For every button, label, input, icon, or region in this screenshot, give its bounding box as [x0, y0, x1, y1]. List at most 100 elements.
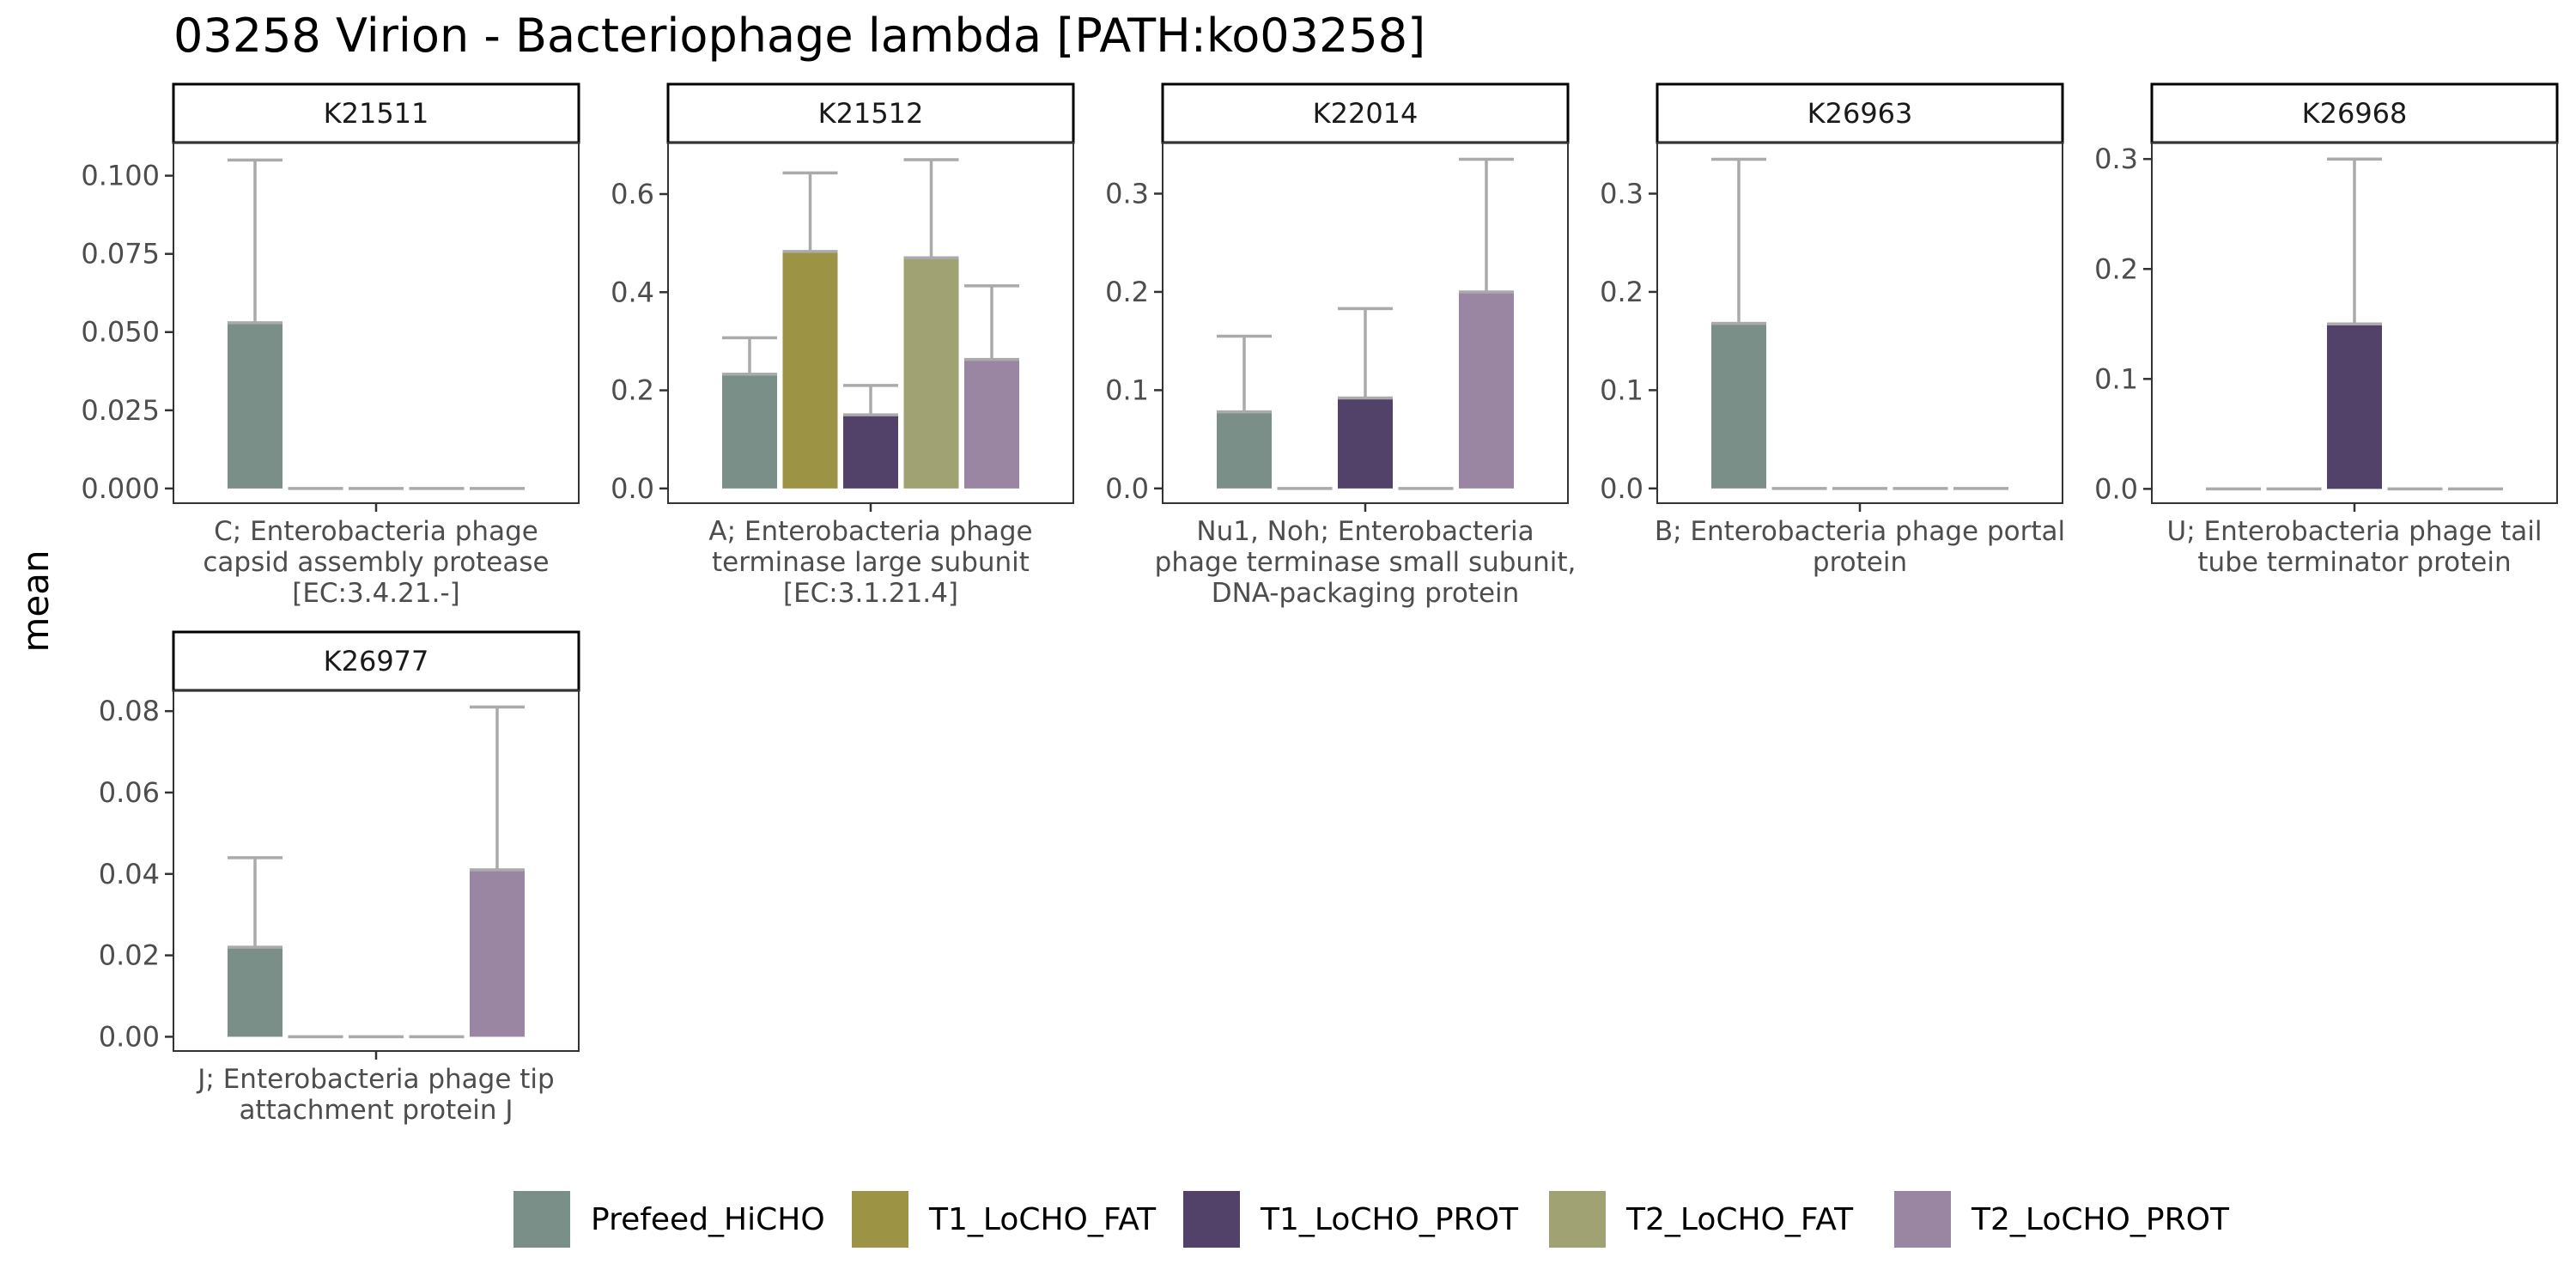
- x-category-label: C; Enterobacteria phage: [214, 516, 538, 547]
- bar-t2-locho-prot: [964, 359, 1019, 489]
- error-bar: [1217, 334, 1272, 414]
- facet-strip-label: K22014: [1313, 97, 1419, 130]
- x-category-label: attachment protein J: [239, 1095, 513, 1126]
- bar-t1-locho-fat: [782, 251, 838, 489]
- x-category-label: terminase large subunit: [712, 547, 1030, 578]
- facet-panel-k21511: K21511 0.000 0.025 0.050 0.075 0.100 C; Entero…: [81, 82, 580, 609]
- facet-panel-k26968: K26968 0.0 0.1 0.2 0.3 U; Enterobacteria phag…: [2094, 82, 2559, 578]
- bar-t2-locho-fat: [903, 258, 959, 489]
- error-bar: [2327, 157, 2382, 326]
- facet-panel-k22014: K22014 0.0 0.1 0.2 0.3 Nu1, Noh; Enterobacter…: [1105, 82, 1576, 609]
- legend-label: Prefeed_HiCHO: [591, 1202, 825, 1237]
- y-tick-label: 0.075: [81, 238, 160, 270]
- legend-item-prefeed-hicho: Prefeed_HiCHO: [513, 1191, 825, 1248]
- error-bar: [228, 158, 283, 325]
- y-tick-label: 0.100: [81, 160, 160, 192]
- legend-item-t1-locho-fat: T1_LoCHO_FAT: [852, 1191, 1157, 1248]
- legend-swatch: [852, 1191, 908, 1248]
- y-tick-label: 0.1: [2094, 362, 2138, 395]
- error-bar: [782, 171, 838, 253]
- y-tick-label: 0.0: [1105, 472, 1149, 505]
- x-category-label: tube terminator protein: [2197, 547, 2511, 578]
- error-bar: [1338, 307, 1393, 400]
- y-tick-label: 0.050: [81, 316, 160, 349]
- bar-t1-locho-prot: [843, 415, 898, 489]
- legend-swatch: [513, 1191, 570, 1248]
- legend-swatch: [1549, 1191, 1606, 1248]
- facet-panel-k21512: K21512 0.0 0.2 0.4 0.6 A; Enterobacteria phag…: [611, 82, 1075, 609]
- y-tick-label: 0.6: [611, 178, 654, 210]
- y-tick-label: 0.02: [99, 939, 160, 972]
- bar-t2-locho-prot: [1459, 291, 1514, 489]
- y-tick-label: 0.2: [1105, 276, 1149, 308]
- facet-strip-label: K26963: [1807, 97, 1913, 130]
- legend: Prefeed_HiCHO T1_LoCHO_FAT T1_LoCHO_PROT T2…: [513, 1191, 2230, 1248]
- x-category-label: A; Enterobacteria phage: [708, 516, 1032, 547]
- y-tick-label: 0.3: [2094, 143, 2138, 175]
- error-bar: [722, 336, 777, 376]
- error-bar: [1711, 157, 1766, 325]
- y-tick-label: 0.025: [81, 394, 160, 427]
- x-category-label: [EC:3.1.21.4]: [783, 578, 958, 609]
- error-bar: [843, 384, 898, 416]
- facet-strip: [172, 82, 580, 144]
- legend-swatch: [1183, 1191, 1240, 1248]
- bar-t1-locho-prot: [1338, 398, 1393, 489]
- x-category-label: DNA-packaging protein: [1212, 578, 1520, 609]
- y-tick-label: 0.08: [99, 695, 160, 727]
- error-bar: [228, 856, 283, 949]
- x-category-label: protein: [1813, 547, 1907, 578]
- bar-prefeed-hicho: [1217, 411, 1272, 489]
- legend-item-t1-locho-prot: T1_LoCHO_PROT: [1183, 1191, 1519, 1248]
- facet-panels: K21511 0.000 0.025 0.050 0.075 0.100 C; Entero…: [81, 82, 2559, 1126]
- legend-swatch: [1894, 1191, 1951, 1248]
- y-tick-label: 0.04: [99, 858, 160, 890]
- y-tick-label: 0.2: [611, 374, 654, 407]
- y-tick-label: 0.00: [99, 1020, 160, 1053]
- x-category-label: U; Enterobacteria phage tail: [2167, 516, 2543, 547]
- y-tick-label: 0.1: [1600, 374, 1643, 406]
- x-category-label: [EC:3.4.21.-]: [292, 578, 460, 609]
- legend-label: T1_LoCHO_PROT: [1260, 1202, 1519, 1237]
- facet-strip-label: K21512: [818, 97, 924, 130]
- facet-panel-k26963: K26963 0.0 0.1 0.2 0.3 B; Enterobacteria phag…: [1600, 82, 2065, 578]
- facet-panel-k26977: K26977 0.00 0.02 0.04 0.06 0.08 J; Enterobacte…: [99, 630, 580, 1126]
- x-category-label: B; Enterobacteria phage portal: [1655, 516, 2065, 547]
- error-bar: [903, 158, 959, 260]
- facet-strip-label: K21511: [324, 97, 429, 130]
- y-tick-label: 0.06: [99, 776, 160, 809]
- facet-strip: [172, 630, 580, 692]
- y-tick-label: 0.0: [611, 472, 654, 505]
- legend-label: T2_LoCHO_PROT: [1971, 1202, 2230, 1237]
- y-axis-label: mean: [15, 550, 57, 652]
- y-tick-label: 0.4: [611, 276, 654, 308]
- x-category-label: capsid assembly protease: [203, 547, 549, 578]
- y-tick-label: 0.2: [2094, 252, 2138, 285]
- bar-prefeed-hicho: [228, 947, 283, 1037]
- legend-label: T2_LoCHO_FAT: [1625, 1202, 1854, 1237]
- facet-strip-label: K26977: [324, 645, 429, 677]
- legend-label: T1_LoCHO_FAT: [928, 1202, 1157, 1237]
- bar-prefeed-hicho: [1711, 323, 1766, 489]
- y-tick-label: 0.0: [2094, 472, 2138, 505]
- y-tick-label: 0.3: [1600, 178, 1643, 210]
- facet-strip-label: K26968: [2302, 97, 2408, 130]
- legend-item-t2-locho-prot: T2_LoCHO_PROT: [1894, 1191, 2230, 1248]
- legend-item-t2-locho-fat: T2_LoCHO_FAT: [1549, 1191, 1854, 1248]
- error-bar: [1459, 157, 1514, 294]
- facet-strip: [2150, 82, 2559, 144]
- facet-strip: [1161, 82, 1570, 144]
- error-bar: [964, 284, 1019, 361]
- bar-prefeed-hicho: [228, 322, 283, 489]
- y-tick-label: 0.2: [1600, 276, 1643, 308]
- bar-t1-locho-prot: [2327, 324, 2382, 489]
- x-category-label: Nu1, Noh; Enterobacteria: [1196, 516, 1534, 547]
- chart-title: 03258 Virion - Bacteriophage lambda [PAT…: [173, 9, 1425, 63]
- y-tick-label: 0.3: [1105, 178, 1149, 210]
- y-tick-label: 0.0: [1600, 472, 1643, 505]
- bar-t2-locho-prot: [470, 870, 525, 1037]
- bar-prefeed-hicho: [722, 374, 777, 489]
- error-bar: [470, 705, 525, 872]
- x-category-label: J; Enterobacteria phage tip: [196, 1064, 554, 1095]
